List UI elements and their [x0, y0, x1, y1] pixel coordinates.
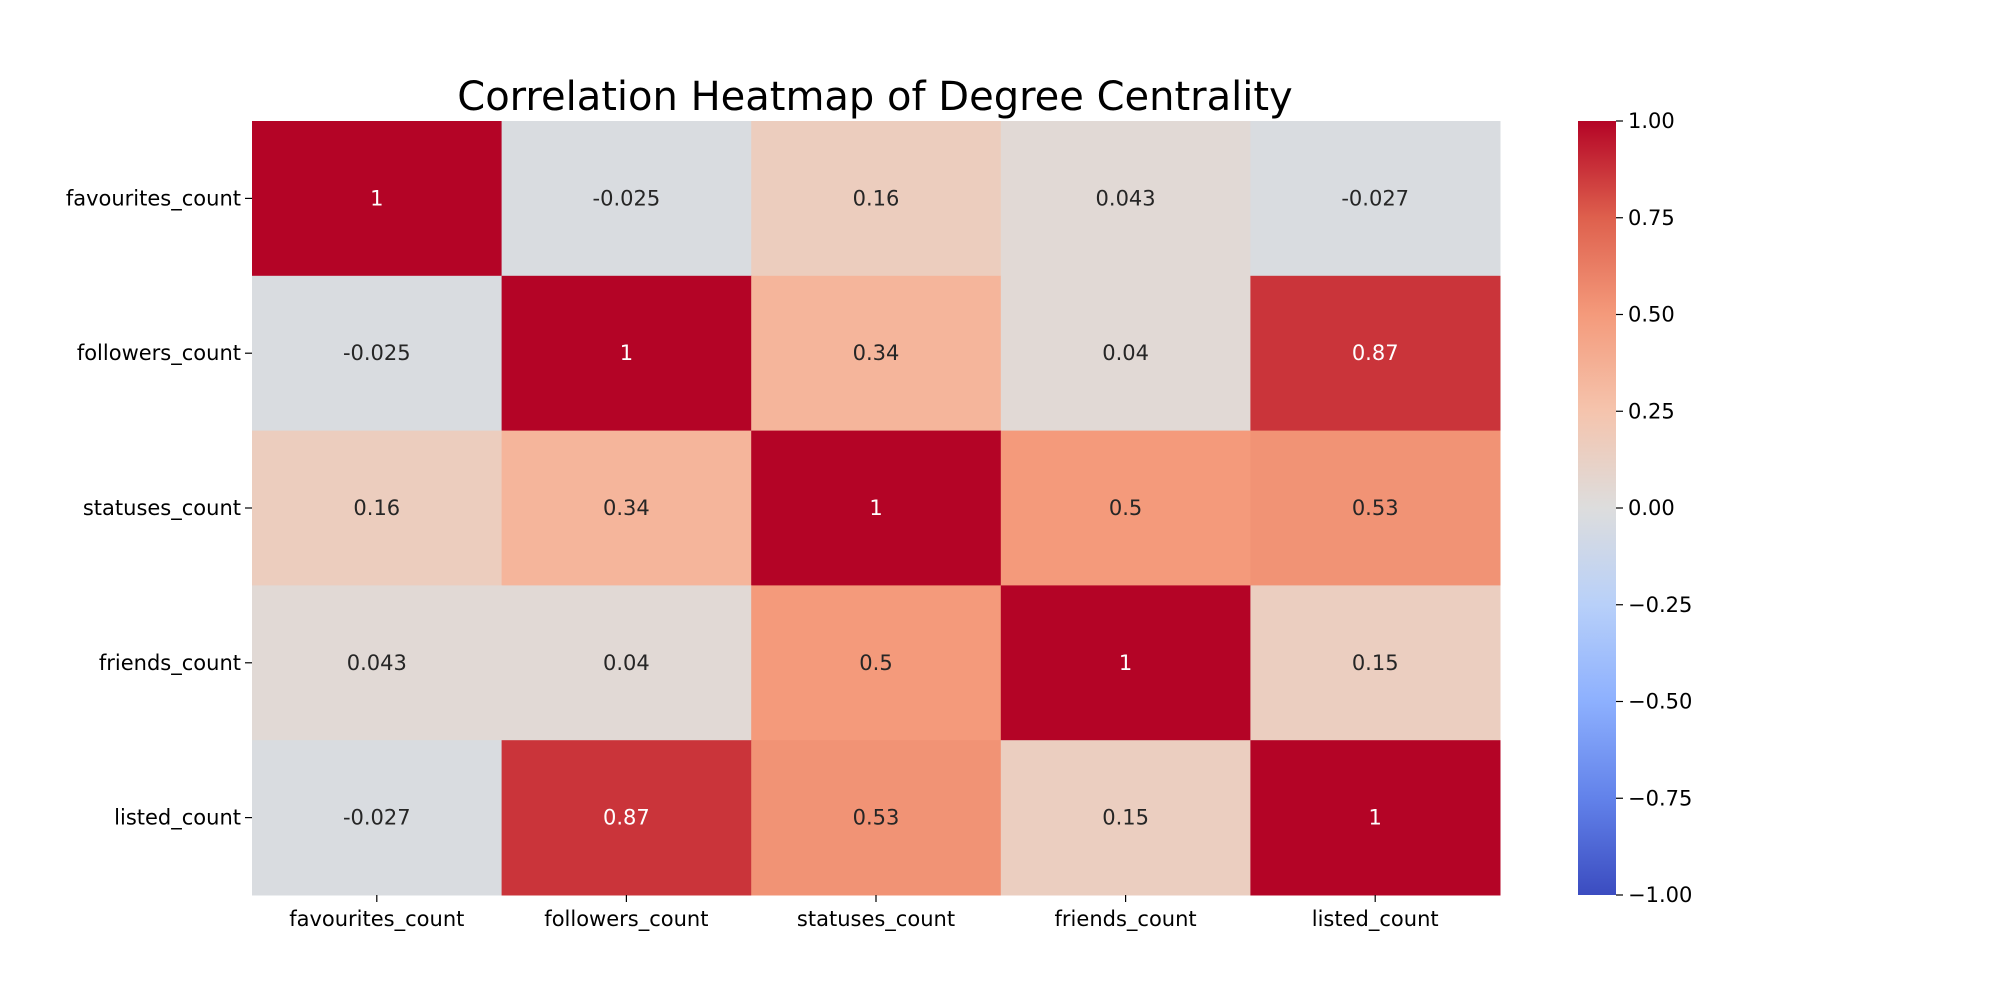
x-tick-label: friends_count [1055, 907, 1197, 932]
heatmap-cell [1000, 275, 1251, 432]
colorbar-tick-label: 0.25 [1628, 399, 1675, 423]
y-axis: favourites_count followers_count statuses_… [66, 186, 252, 831]
heatmap-cell [501, 740, 752, 896]
heatmap-cell [252, 740, 503, 896]
cell-value-label: 0.04 [1102, 341, 1149, 365]
heatmap-cell [1000, 121, 1251, 277]
heatmap-cell [751, 275, 1002, 432]
heatmap-cell [1250, 740, 1501, 896]
heatmap-cell [1250, 585, 1501, 741]
x-tick-label: statuses_count [797, 907, 955, 932]
y-tick-label: followers_count [77, 341, 241, 366]
heatmap-cell [1250, 275, 1501, 432]
heatmap-cells: 1 -0.025 0.16 0.043 -0.027 -0.025 1 0.34 0.04 0.8… [252, 121, 1501, 896]
cell-value-label: 0.15 [1102, 806, 1149, 830]
cell-value-label: -0.025 [343, 341, 411, 365]
colorbar-tick-label: −0.75 [1628, 786, 1692, 810]
x-tick-label: favourites_count [289, 907, 464, 932]
x-tick-label: followers_count [544, 907, 708, 932]
cell-value-label: 0.043 [1096, 186, 1156, 210]
cell-value-label: 0.16 [853, 186, 900, 210]
cell-value-label: 1 [370, 186, 383, 210]
cell-value-label: -0.027 [1341, 186, 1409, 210]
x-tick-label: listed_count [1312, 907, 1439, 932]
colorbar-tick-label: 1.00 [1628, 109, 1675, 133]
heatmap-cell [751, 740, 1002, 896]
cell-value-label: 0.5 [859, 651, 892, 675]
heatmap-cell [252, 121, 503, 277]
cell-value-label: -0.027 [343, 806, 411, 830]
heatmap-cell [1250, 121, 1501, 277]
chart-title: Correlation Heatmap of Degree Centrality [457, 74, 1292, 120]
colorbar-tick-label: −0.25 [1628, 593, 1692, 617]
heatmap-cell [751, 430, 1002, 586]
colorbar-tick-label: 0.75 [1628, 206, 1675, 230]
colorbar-tick-label: −0.50 [1628, 690, 1692, 714]
cell-value-label: 0.16 [353, 496, 400, 520]
heatmap-cell [501, 585, 752, 741]
x-axis: favourites_count followers_count statuses_… [289, 895, 1439, 932]
heatmap-cell [1250, 430, 1501, 586]
cell-value-label: 0.04 [603, 651, 650, 675]
colorbar-tick-label: 0.00 [1628, 496, 1675, 520]
cell-value-label: 0.34 [603, 496, 650, 520]
colorbar-ticks: 1.00 0.75 0.50 0.25 0.00 −0.25 −0.50 −0.75 −1.00 [1616, 109, 1692, 907]
cell-value-label: 1 [620, 341, 633, 365]
cell-value-label: 0.87 [603, 806, 650, 830]
y-tick-label: friends_count [99, 651, 241, 676]
heatmap-cell [751, 121, 1002, 277]
heatmap-cell [1000, 430, 1251, 586]
cell-value-label: 0.043 [347, 651, 407, 675]
colorbar [1578, 121, 1616, 895]
heatmap-cell [501, 121, 752, 277]
heatmap-cell [751, 585, 1002, 741]
cell-value-label: -0.025 [593, 186, 661, 210]
cell-value-label: 0.5 [1109, 496, 1142, 520]
cell-value-label: 1 [1119, 651, 1132, 675]
heatmap-cell [1000, 585, 1251, 741]
cell-value-label: 0.53 [853, 806, 900, 830]
heatmap-cell [252, 430, 503, 586]
heatmap-cell [252, 585, 503, 741]
heatmap-cell [252, 275, 503, 432]
colorbar-tick-label: 0.50 [1628, 303, 1675, 327]
cell-value-label: 0.15 [1352, 651, 1399, 675]
heatmap-cell [501, 275, 752, 432]
heatmap-cell [1000, 740, 1251, 896]
cell-value-label: 0.87 [1352, 341, 1399, 365]
colorbar-tick-label: −1.00 [1628, 883, 1692, 907]
cell-value-label: 0.34 [853, 341, 900, 365]
cell-value-label: 1 [869, 496, 882, 520]
y-tick-label: statuses_count [83, 496, 241, 521]
y-tick-label: listed_count [114, 806, 241, 831]
heatmap-cell [501, 430, 752, 586]
y-tick-label: favourites_count [66, 186, 241, 211]
cell-value-label: 0.53 [1352, 496, 1399, 520]
cell-value-label: 1 [1369, 806, 1382, 830]
